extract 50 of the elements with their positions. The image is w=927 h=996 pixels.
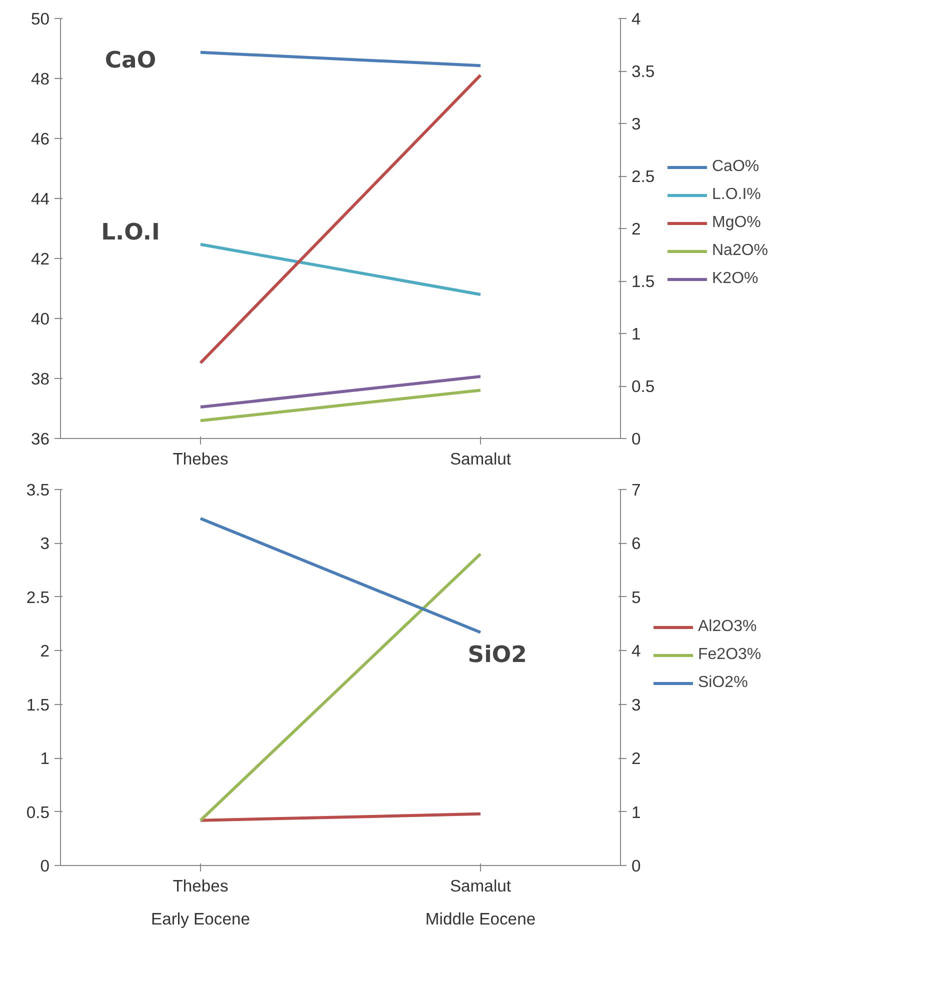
y2-tick-label: 6 [632,534,641,554]
y-tick-label: 2.5 [26,588,50,607]
y2-tick-label: 0 [632,856,641,876]
y-tick-label: 40 [30,310,50,328]
y2-tick-label: 1 [632,324,641,344]
y2-tick-label: 3 [632,695,641,714]
legend-label: L.O.I% [712,186,761,204]
legend-label: K2O% [712,270,758,288]
x-tick-label: Samalut [450,876,512,896]
annotation: SiO2 [468,642,527,668]
y2-tick-label: 4 [632,10,641,28]
y-tick-label: 0.5 [26,802,50,822]
y2-tick-label: 0 [632,430,641,448]
x-tick-label: Thebes [172,450,228,468]
y2-tick-label: 3.5 [632,62,655,81]
legend-label: MgO% [712,214,761,232]
y2-tick-label: 2.5 [632,167,655,186]
y2-tick-label: 4 [632,642,641,661]
y2-tick-label: 5 [632,588,641,607]
legend-label: SiO2% [698,674,748,692]
legend-label: CaO% [712,158,760,176]
y-tick-label: 36 [30,430,50,448]
legend-label: Al2O3% [698,618,757,636]
y-tick-label: 38 [30,370,50,388]
text: Early Eocene [150,910,250,928]
y-tick-label: 44 [30,190,50,208]
legend-label: Na2O% [712,242,768,260]
text: Middle Eocene [425,910,536,928]
annotation: L.O.I [101,220,160,246]
y-tick-label: 3 [40,534,50,554]
y-tick-label: 1.5 [26,695,50,714]
y2-tick-label: 3 [632,114,641,134]
x-tick-label: Thebes [172,876,228,896]
legend-label: Fe2O3% [698,646,762,664]
y2-tick-label: 1.5 [632,272,655,291]
y-tick-label: 50 [30,10,50,28]
x-tick-label: Samalut [450,450,512,468]
y-tick-label: 46 [30,130,50,148]
y-tick-label: 42 [30,250,50,268]
annotation: CaO [104,48,156,74]
y2-tick-label: 0.5 [632,377,655,396]
y-tick-label: 2 [40,642,50,661]
y-tick-label: 48 [30,70,50,88]
y2-tick-label: 7 [632,480,641,500]
y2-tick-label: 2 [632,220,641,238]
y2-tick-label: 2 [632,749,641,768]
y-tick-label: 3.5 [26,480,50,500]
y-tick-label: 0 [40,856,50,876]
y2-tick-label: 1 [632,802,641,822]
y-tick-label: 1 [40,749,50,768]
